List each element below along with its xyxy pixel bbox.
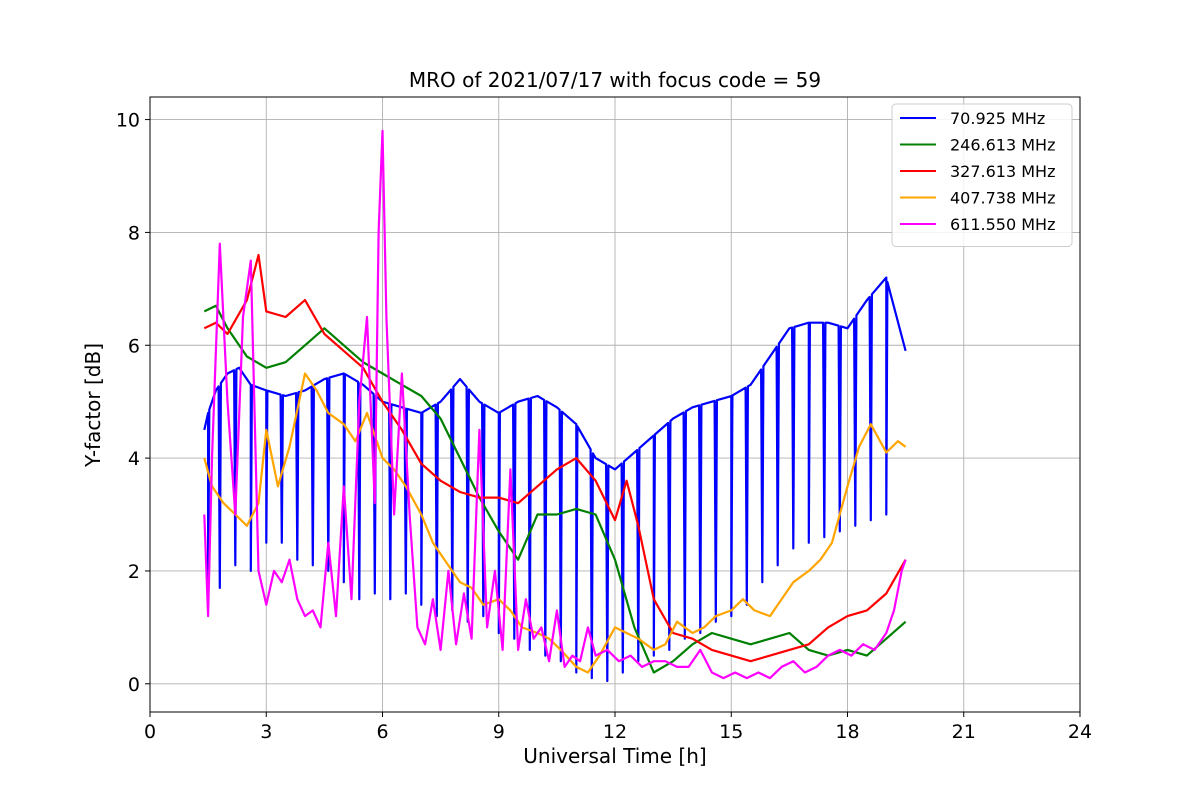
- series-line: [203, 276, 907, 683]
- y-tick-label: 4: [128, 448, 140, 470]
- chart-title: MRO of 2021/07/17 with focus code = 59: [409, 68, 821, 92]
- legend-label: 327.613 MHz: [950, 162, 1055, 181]
- legend: 70.925 MHz 246.613 MHz 327.613 MHz 407.738 …: [891, 103, 1073, 247]
- legend-item: 611.550 MHz: [900, 215, 1055, 234]
- x-axis-label: Universal Time [h]: [523, 744, 706, 768]
- y-tick-label: 8: [128, 222, 140, 244]
- x-tick-label: 18: [835, 721, 859, 743]
- x-tick-label: 3: [260, 721, 272, 743]
- y-tick-label: 6: [128, 335, 140, 357]
- series-line: [203, 372, 907, 674]
- x-tick-label: 24: [1068, 721, 1092, 743]
- y-tick-label: 10: [116, 110, 140, 132]
- series-0: [203, 276, 907, 683]
- y-axis-label: Y-factor [dB]: [81, 343, 105, 468]
- x-tick-label: 6: [376, 721, 388, 743]
- legend-label: 70.925 MHz: [950, 109, 1045, 128]
- x-tick-label: 21: [952, 721, 976, 743]
- legend-label: 611.550 MHz: [950, 215, 1055, 234]
- series-line: [203, 129, 907, 680]
- legend-label: 246.613 MHz: [950, 136, 1055, 155]
- series-1: [203, 304, 907, 674]
- series-group: [203, 129, 907, 683]
- legend-item: 327.613 MHz: [900, 162, 1055, 181]
- series-2: [203, 253, 907, 663]
- series-line: [203, 304, 907, 674]
- y-tick-label: 0: [128, 674, 140, 696]
- legend-label: 407.738 MHz: [950, 189, 1055, 208]
- legend-item: 407.738 MHz: [900, 189, 1055, 208]
- series-3: [203, 372, 907, 674]
- legend-box: [891, 103, 1073, 247]
- series-4: [203, 129, 907, 680]
- y-axis: 0 2 4 6 8 10: [116, 110, 150, 696]
- x-tick-label: 15: [719, 721, 743, 743]
- legend-item: 246.613 MHz: [900, 136, 1055, 155]
- x-tick-label: 12: [603, 721, 627, 743]
- x-tick-label: 9: [493, 721, 505, 743]
- series-line: [203, 253, 907, 663]
- x-tick-label: 0: [144, 721, 156, 743]
- legend-item: 70.925 MHz: [900, 109, 1045, 128]
- y-tick-label: 2: [128, 561, 140, 583]
- x-axis: 0 3 6 9 12 15 18 21 24: [144, 712, 1092, 743]
